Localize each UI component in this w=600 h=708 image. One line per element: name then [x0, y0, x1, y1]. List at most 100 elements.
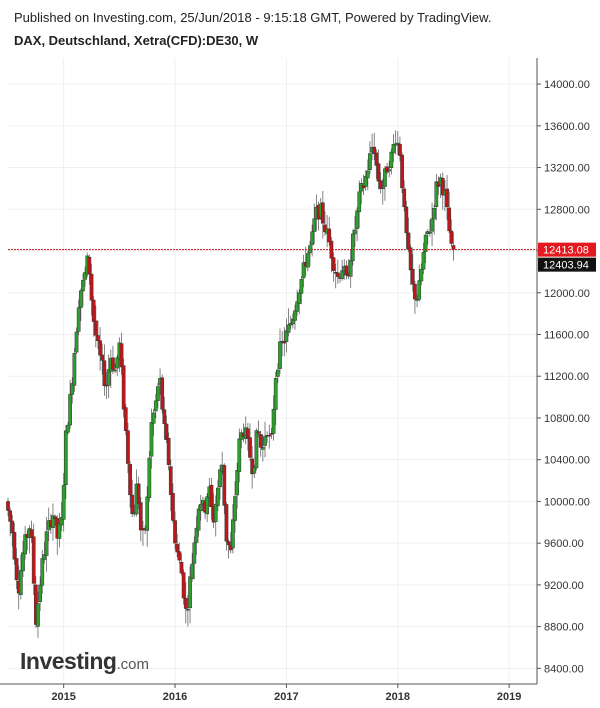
candle-up	[288, 323, 293, 326]
candle-up	[350, 233, 355, 261]
candle-up	[205, 496, 210, 515]
candle-up	[113, 369, 117, 372]
candle-up	[430, 218, 434, 232]
candle-up	[66, 424, 70, 433]
candle-up	[192, 542, 197, 564]
candle-up	[42, 554, 47, 560]
candle-down	[335, 272, 340, 277]
candle-up	[151, 412, 156, 424]
candle-down	[138, 502, 143, 531]
candle-down	[100, 354, 105, 361]
candle-down	[12, 532, 17, 560]
candle-down	[410, 268, 415, 285]
y-tick-label: 11200.00	[544, 371, 589, 383]
candle-up	[273, 378, 278, 410]
candle-down	[331, 257, 336, 271]
candle-down	[128, 464, 132, 496]
candle-up	[38, 584, 42, 602]
candle-up	[21, 552, 25, 572]
candle-up	[295, 301, 299, 312]
candle-up	[286, 324, 291, 333]
candle-down	[121, 365, 126, 410]
candle-up	[363, 176, 368, 187]
candle-down	[126, 430, 130, 464]
candle-up	[194, 527, 199, 543]
candle-down	[89, 273, 94, 301]
candle-down	[171, 493, 175, 521]
candle-up	[76, 307, 81, 332]
candle-up	[355, 210, 359, 229]
investing-logo: Investing.com	[20, 648, 149, 674]
candle-up	[19, 570, 23, 595]
candle-up	[357, 191, 362, 213]
candle-down	[31, 536, 36, 584]
candle-down	[226, 541, 231, 546]
candle-down	[98, 340, 102, 356]
candle-up	[387, 169, 392, 172]
candle-up	[252, 466, 257, 474]
candle-down	[179, 561, 184, 574]
candle-up	[417, 280, 422, 300]
candle-up	[106, 369, 111, 386]
candle-down	[29, 529, 34, 538]
candle-up	[23, 534, 27, 555]
last-price-badge-bg	[538, 257, 596, 272]
candle-down	[93, 320, 98, 336]
candle-up	[190, 563, 195, 579]
x-tick-label: 2017	[274, 691, 298, 703]
price-badges: 12413.08 12403.94	[538, 242, 596, 272]
candle-up	[263, 436, 267, 446]
candle-down	[123, 407, 128, 431]
candle-up	[312, 218, 317, 232]
candle-up	[237, 438, 242, 472]
candle-up	[432, 208, 437, 220]
candle-down	[246, 428, 250, 439]
candle-up	[421, 252, 426, 270]
candle-down	[408, 247, 413, 271]
y-tick-label: 8800.00	[544, 622, 584, 634]
grid	[8, 58, 537, 684]
candle-up	[278, 341, 282, 369]
candle-up	[365, 170, 370, 179]
candle-up	[290, 318, 295, 325]
candle-up	[233, 496, 237, 521]
x-tick-label: 2015	[51, 691, 75, 703]
candle-up	[348, 260, 353, 277]
candle-down	[327, 228, 332, 243]
candle-down	[91, 299, 96, 322]
candle-down	[440, 178, 445, 196]
candle-down	[166, 437, 171, 465]
candle-down	[400, 154, 404, 189]
candle-up	[383, 168, 387, 187]
candle-down	[344, 265, 349, 276]
candle-up	[218, 469, 222, 488]
candle-down	[323, 224, 327, 233]
candle-up	[353, 229, 357, 235]
candle-up	[389, 151, 394, 169]
candle-up	[434, 181, 439, 207]
candle-down	[136, 483, 141, 504]
candle-up	[423, 234, 428, 252]
y-tick-label: 9200.00	[544, 580, 584, 592]
candle-down	[181, 572, 186, 599]
candle-up	[51, 515, 55, 528]
candle-down	[173, 520, 177, 544]
candle-down	[269, 433, 274, 435]
candle-up	[276, 369, 280, 377]
candle-down	[14, 558, 19, 581]
candle-down	[445, 188, 449, 208]
candle-up	[70, 383, 75, 395]
candle-up	[340, 270, 344, 279]
candle-down	[168, 466, 173, 495]
y-tick-label: 9600.00	[544, 538, 584, 550]
candle-up	[293, 310, 297, 321]
candle-up	[310, 231, 314, 245]
candle-up	[231, 519, 235, 549]
candle-down	[6, 501, 10, 511]
candle-down	[404, 206, 409, 234]
published-note: Published on Investing.com, 25/Jun/2018 …	[14, 10, 492, 25]
candle-up	[391, 144, 396, 154]
candle-up	[44, 531, 49, 556]
x-tick-label: 2016	[163, 691, 187, 703]
